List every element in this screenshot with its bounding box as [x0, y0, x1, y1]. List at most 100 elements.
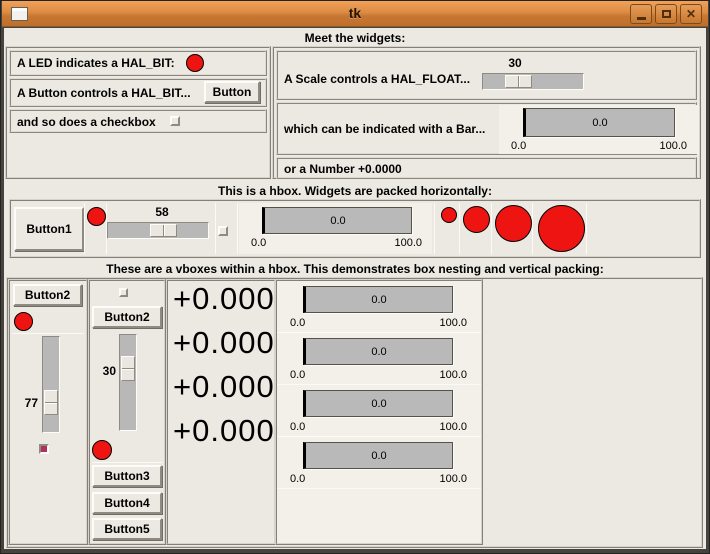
hal-bit-checkbox[interactable]: [170, 116, 180, 126]
hal-bit-button[interactable]: Button: [204, 81, 260, 103]
bar-canvas: 0.0: [303, 442, 453, 469]
button2-col2[interactable]: Button2: [92, 306, 162, 328]
close-icon: ✕: [685, 7, 697, 21]
minimize-button[interactable]: [630, 4, 652, 24]
meet-widgets-title: Meet the widgets:: [304, 31, 406, 45]
col2-scale-thumb[interactable]: [121, 356, 135, 381]
titlebar[interactable]: tk ✕: [2, 1, 708, 27]
col1-led: [14, 312, 33, 331]
hbox-led-medium: [463, 206, 490, 233]
bar-demo-row: which can be indicated with a Bar... 0.0…: [276, 102, 699, 155]
hbox-scale-value: 58: [155, 205, 169, 219]
intro-left-panel: A LED indicates a HAL_BIT: A Button cont…: [5, 46, 271, 179]
hbox-checkbox[interactable]: [218, 226, 228, 236]
checkbox-demo-label: and so does a checkbox: [17, 115, 156, 129]
hal-bit-led: [186, 54, 204, 72]
led-demo-label: A LED indicates a HAL_BIT:: [17, 56, 175, 70]
bar-max-label: 100.0: [439, 317, 467, 329]
scale-trough[interactable]: [482, 73, 584, 90]
separator: [277, 488, 481, 489]
button-demo-label: A Button controls a HAL_BIT...: [17, 86, 191, 100]
separator: [459, 203, 460, 254]
hbox-led-small: [441, 207, 457, 223]
bar-min-label: 0.0: [290, 473, 306, 485]
bar-demo-label: which can be indicated with a Bar...: [284, 122, 486, 136]
window-controls: ✕: [630, 4, 702, 24]
window-icon: [11, 7, 28, 21]
led-demo-row: A LED indicates a HAL_BIT:: [9, 50, 267, 76]
hbox-frame: Button1 58 0.0 0.0 100.0: [9, 199, 701, 258]
number-display: +0.000: [173, 369, 275, 404]
hbox-title: This is a hbox. Widgets are packed horiz…: [218, 184, 492, 198]
window-title: tk: [348, 5, 362, 21]
bar-scale-labels: 0.0 100.0: [290, 369, 467, 381]
scale-thumb[interactable]: [505, 75, 532, 88]
separator: [277, 384, 481, 385]
number-demo-row: or a Number +0.0000: [276, 157, 697, 179]
col1-scale-thumb[interactable]: [44, 390, 58, 415]
hbox-led-large: [495, 205, 532, 242]
bar-value: 0.0: [371, 345, 387, 358]
separator: [532, 203, 533, 254]
close-button[interactable]: ✕: [680, 4, 702, 24]
bar-min-label: 0.0: [290, 421, 306, 433]
hbox-bar-canvas: 0.0: [262, 207, 412, 234]
bar-canvas: 0.0: [303, 390, 453, 417]
hbox-bar-max-label: 100.0: [394, 237, 422, 249]
hbox-bar-value: 0.0: [330, 214, 346, 227]
hbox-led: [87, 207, 106, 226]
scale-demo-row: A Scale controls a HAL_FLOAT... 30: [276, 50, 697, 100]
hbox-bar-min-label: 0.0: [251, 237, 267, 249]
button3[interactable]: Button3: [92, 465, 162, 487]
bar-scale-labels: 0.0 100.0: [290, 473, 467, 485]
hal-float-scale[interactable]: 30: [482, 56, 586, 96]
hbox-scale[interactable]: 58: [107, 205, 211, 247]
button5[interactable]: Button5: [92, 518, 162, 540]
number-display: +0.000: [173, 413, 275, 448]
number-display: +0.000: [173, 281, 275, 316]
col1-scale[interactable]: 77: [10, 336, 86, 436]
separator: [277, 332, 481, 333]
hbox-scale-thumb[interactable]: [150, 224, 177, 237]
hbox-bar-scale-labels: 0.0 100.0: [251, 237, 422, 249]
button1[interactable]: Button1: [14, 207, 84, 251]
col1-scale-trough[interactable]: [42, 336, 60, 433]
col2-scale-trough[interactable]: [119, 334, 137, 431]
hal-bar-indicator: 0.0 0.0 100.0: [499, 105, 699, 154]
vbox-col4: 0.0 0.0 100.0 0.0 0.0 100.0 0.: [275, 279, 483, 545]
bar-min-label: 0.0: [511, 140, 527, 152]
button4[interactable]: Button4: [92, 492, 162, 514]
vbox-col1: Button2 77: [8, 279, 88, 545]
scale-demo-label: A Scale controls a HAL_FLOAT...: [284, 72, 471, 86]
col2-scale[interactable]: 30: [90, 334, 164, 434]
col2-checkbox[interactable]: [119, 288, 128, 297]
separator: [12, 333, 84, 334]
hbox-bar-indicator: 0.0 0.0 100.0: [239, 203, 432, 254]
maximize-button[interactable]: [655, 4, 677, 24]
bar-value: 0.0: [592, 116, 608, 129]
col1-scale-value: 77: [24, 396, 38, 410]
separator: [84, 203, 85, 254]
bar-min-label: 0.0: [290, 317, 306, 329]
maximize-icon: [661, 10, 671, 18]
bar-scale-labels: 0.0 100.0: [511, 140, 687, 152]
bar-canvas: 0.0: [303, 338, 453, 365]
bar-max-label: 100.0: [439, 421, 467, 433]
separator: [106, 203, 107, 254]
col2-scale-value: 30: [102, 364, 116, 378]
separator: [586, 203, 587, 254]
checkbox-demo-row: and so does a checkbox: [9, 109, 267, 133]
separator: [491, 203, 492, 254]
bar-value: 0.0: [371, 397, 387, 410]
vbox-col2: Button2 30 Button3 Button4 Button5: [88, 279, 166, 545]
separator: [237, 203, 238, 254]
button2-col1[interactable]: Button2: [13, 284, 82, 306]
bar-value: 0.0: [371, 449, 387, 462]
number-demo-label: or a Number +0.0000: [284, 162, 402, 176]
bar-indicator-row: 0.0 0.0 100.0: [277, 334, 481, 385]
bar-indicator-row: 0.0 0.0 100.0: [277, 282, 481, 333]
bar-value: 0.0: [371, 293, 387, 306]
hbox-scale-trough[interactable]: [107, 222, 209, 239]
separator: [434, 203, 435, 254]
col1-checkbox[interactable]: [39, 444, 49, 454]
